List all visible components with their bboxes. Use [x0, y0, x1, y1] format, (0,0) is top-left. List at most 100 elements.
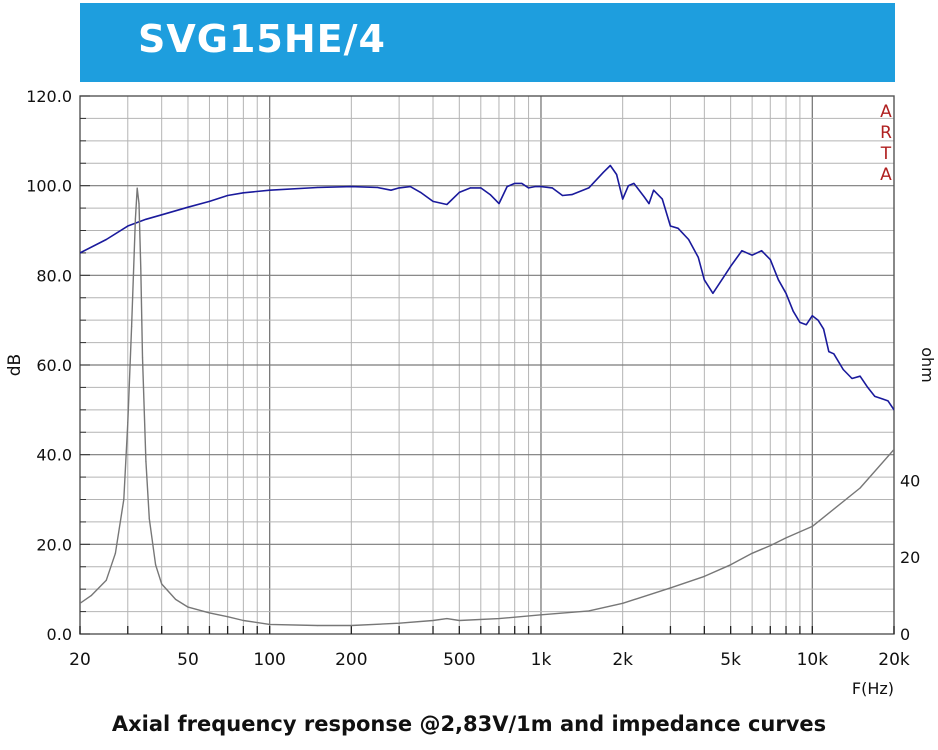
spl-point — [677, 227, 679, 229]
watermark-letter: A — [880, 165, 892, 185]
watermark-letter: T — [880, 144, 892, 164]
spl-point — [769, 259, 771, 261]
impedance-point — [148, 518, 150, 520]
impedance-point — [208, 612, 211, 614]
spl-point — [419, 191, 422, 193]
spl-point — [227, 194, 229, 197]
y-axis-label: dB — [5, 354, 25, 376]
spl-point — [469, 187, 472, 189]
y-tick-label: 0.0 — [47, 625, 72, 644]
impedance-point — [145, 460, 147, 462]
spl-point — [458, 191, 460, 193]
x-tick-label: 100 — [253, 650, 285, 670]
spl-point — [893, 409, 894, 411]
spl-point — [777, 279, 780, 281]
spl-point — [208, 200, 211, 202]
impedance-point — [140, 268, 142, 270]
spl-point — [643, 196, 645, 198]
spl-point — [661, 198, 663, 200]
x-tick-label: 5k — [720, 650, 741, 670]
spl-point — [480, 187, 482, 189]
y-tick-label: 20.0 — [36, 535, 72, 554]
spl-point — [887, 400, 889, 402]
spl-point — [609, 164, 611, 167]
impedance-point — [730, 564, 732, 566]
spl-curve — [80, 164, 894, 411]
impedance-point — [769, 545, 771, 547]
spl-point — [828, 350, 830, 353]
spl-point — [489, 194, 491, 196]
x-tick-label: 200 — [335, 650, 367, 670]
spl-point — [105, 238, 107, 241]
spl-point — [316, 186, 319, 189]
impedance-point — [498, 618, 500, 620]
impedance-point — [242, 619, 244, 622]
impedance-point — [588, 610, 590, 612]
spl-point — [432, 200, 434, 202]
spl-point — [785, 292, 787, 294]
spl-point — [145, 218, 147, 220]
spl-point — [571, 194, 573, 196]
impedance-point — [398, 622, 400, 624]
spl-point — [730, 265, 732, 267]
spl-point — [446, 203, 448, 206]
y-tick-label: 60.0 — [36, 356, 72, 375]
impedance-point — [80, 602, 81, 604]
impedance-point — [141, 356, 144, 358]
impedance-point — [134, 218, 136, 220]
spl-point — [805, 324, 807, 326]
impedance-point — [540, 614, 542, 616]
spl-point — [842, 368, 844, 371]
spl-point — [398, 187, 400, 189]
impedance-point — [458, 619, 460, 622]
spl-point — [187, 206, 189, 208]
spl-point — [80, 252, 81, 254]
impedance-point — [703, 575, 705, 577]
spl-point — [760, 250, 763, 252]
impedance-point — [138, 203, 140, 205]
spl-point — [390, 189, 392, 191]
spl-point — [588, 187, 590, 189]
spl-point — [751, 254, 753, 256]
spl-point — [622, 198, 624, 200]
x-tick-label: 10k — [797, 650, 829, 670]
impedance-point — [155, 564, 157, 566]
spl-point — [540, 185, 542, 188]
spl-point — [616, 173, 618, 176]
y2-tick-label: 0 — [900, 625, 910, 644]
spl-point — [867, 386, 869, 389]
impedance-point — [269, 623, 271, 625]
x-axis-label: F(Hz) — [852, 679, 894, 698]
impedance-point — [174, 598, 177, 601]
impedance-point — [187, 606, 189, 608]
impedance-point — [136, 187, 138, 189]
spl-point — [350, 185, 352, 188]
spl-point — [161, 214, 163, 216]
spl-point — [602, 171, 605, 173]
spl-point — [822, 328, 825, 330]
impedance-point — [669, 587, 672, 589]
spl-point — [874, 395, 876, 397]
spl-point — [561, 194, 564, 197]
impedance-point — [105, 579, 107, 581]
impedance-point — [123, 498, 125, 501]
x-tick-label: 2k — [612, 650, 633, 670]
spl-point — [521, 182, 523, 185]
spl-point — [703, 279, 705, 281]
spl-point — [409, 185, 411, 188]
spl-point — [880, 398, 883, 400]
spl-point — [697, 256, 699, 258]
y-tick-label: 100.0 — [26, 177, 72, 196]
spl-point — [799, 321, 801, 324]
spl-point — [377, 186, 379, 189]
spl-point — [534, 185, 536, 188]
y2-tick-label: 20 — [900, 548, 920, 567]
spl-point — [741, 250, 743, 252]
impedance-point — [432, 619, 434, 622]
y-tick-label: 40.0 — [36, 446, 72, 465]
x-tick-label: 500 — [443, 650, 475, 670]
spl-point — [859, 375, 861, 377]
y-tick-label: 80.0 — [36, 266, 72, 285]
spl-point — [633, 182, 635, 185]
spl-point — [506, 185, 508, 188]
